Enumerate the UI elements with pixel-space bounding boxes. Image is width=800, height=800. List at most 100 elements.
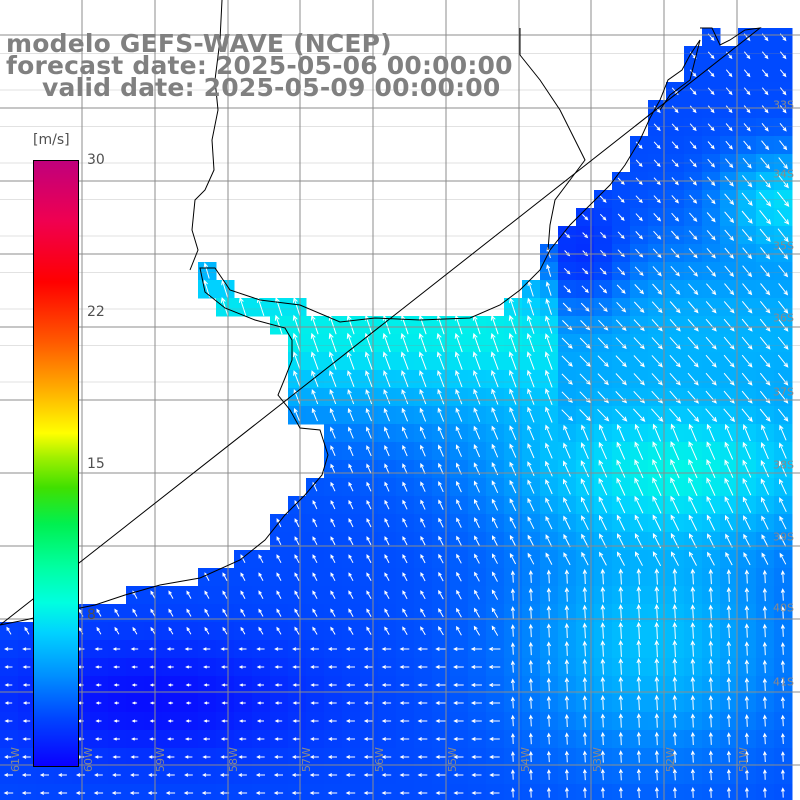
wind-arrow [256, 647, 265, 651]
wind-arrow [93, 791, 104, 795]
wind-arrow [725, 123, 733, 132]
wind-arrow [741, 318, 753, 332]
wind-arrow [418, 332, 427, 353]
wind-arrow [598, 459, 608, 478]
wind-arrow [274, 683, 283, 687]
wind-arrow [488, 646, 501, 652]
wind-arrow [579, 355, 591, 368]
wind-arrow [435, 791, 446, 795]
wind-arrow [687, 301, 699, 314]
wind-arrow [633, 301, 645, 313]
wind-arrow [310, 683, 319, 687]
wind-arrow [417, 683, 428, 687]
wind-arrow [419, 370, 427, 388]
wind-arrow [653, 141, 661, 150]
coast-line [0, 27, 762, 626]
wind-arrow [4, 755, 13, 759]
lat-label-35s: 35S [773, 239, 794, 253]
lat-label-39s: 39S [773, 530, 794, 544]
wind-arrow [705, 336, 717, 350]
wind-arrow [599, 424, 607, 441]
wind-arrow [690, 750, 695, 763]
wind-arrow [509, 388, 517, 405]
wind-arrow [599, 267, 607, 275]
wind-arrow [743, 123, 751, 132]
wind-arrow [453, 701, 464, 705]
wind-arrow [654, 731, 659, 746]
wind-arrow [453, 683, 464, 687]
wind-arrow [185, 665, 192, 669]
wind-arrow [724, 283, 735, 296]
wind-arrow [112, 773, 121, 777]
wind-arrow [779, 534, 787, 547]
wind-arrow [527, 424, 535, 441]
wind-arrow [256, 665, 265, 669]
wind-arrow [129, 791, 140, 795]
wind-arrow [453, 719, 464, 723]
wind-arrow [22, 719, 31, 723]
wind-arrow [564, 587, 570, 602]
wind-arrow [779, 140, 788, 151]
wind-arrow [616, 441, 626, 460]
wind-arrow [705, 354, 717, 368]
wind-arrow [743, 105, 751, 114]
wind-arrow [363, 647, 374, 651]
wind-arrow [509, 369, 517, 388]
wind-arrow [707, 51, 715, 60]
wind-arrow [707, 105, 715, 114]
wind-arrow [780, 660, 785, 673]
wind-arrow [687, 336, 699, 350]
wind-arrow [708, 786, 713, 798]
wind-arrow [438, 553, 444, 564]
wind-arrow [636, 568, 642, 585]
wind-arrow [762, 750, 767, 763]
wind-arrow [311, 370, 319, 387]
wind-arrow [761, 534, 769, 548]
wind-arrow [95, 701, 102, 705]
wind-arrow [779, 515, 787, 530]
wind-cell [288, 784, 307, 800]
wind-arrow [399, 791, 410, 795]
wind-arrow [527, 442, 535, 459]
wind-arrow [456, 553, 462, 564]
wind-cell [198, 784, 217, 800]
wind-arrow [509, 534, 517, 547]
wind-arrow [346, 314, 355, 335]
wind-arrow [471, 719, 482, 723]
wind-arrow [238, 665, 247, 669]
wind-arrow [618, 713, 624, 728]
wind-arrow [345, 791, 356, 795]
wind-arrow [653, 123, 661, 132]
wind-arrow [545, 369, 553, 388]
wind-arrow [759, 300, 771, 314]
wind-cell [306, 784, 325, 800]
wind-arrow [562, 302, 572, 312]
wind-arrow [167, 701, 174, 705]
wind-arrow [399, 701, 410, 705]
wind-arrow [436, 332, 445, 353]
wind-arrow [741, 300, 753, 314]
wind-cell [162, 784, 181, 800]
wind-arrow [706, 514, 716, 531]
wind-arrow [330, 554, 336, 564]
wind-arrow [779, 552, 787, 565]
lon-label-56w: 56W [373, 747, 386, 772]
wind-arrow [365, 370, 373, 387]
wind-arrow [399, 665, 410, 669]
wind-arrow [202, 647, 211, 651]
wind-arrow [582, 640, 588, 657]
wind-arrow [221, 683, 228, 687]
wind-arrow [348, 445, 354, 457]
wind-arrow [420, 481, 426, 492]
wind-arrow [310, 701, 319, 705]
wind-arrow [616, 284, 626, 294]
wind-arrow [488, 719, 500, 723]
wind-arrow [4, 665, 13, 669]
wind-arrow [671, 195, 679, 204]
wind-cell [342, 784, 361, 800]
wind-arrow [636, 731, 641, 746]
wind-arrow [527, 552, 535, 565]
wind-arrow [312, 626, 318, 635]
wind-arrow [420, 462, 426, 475]
